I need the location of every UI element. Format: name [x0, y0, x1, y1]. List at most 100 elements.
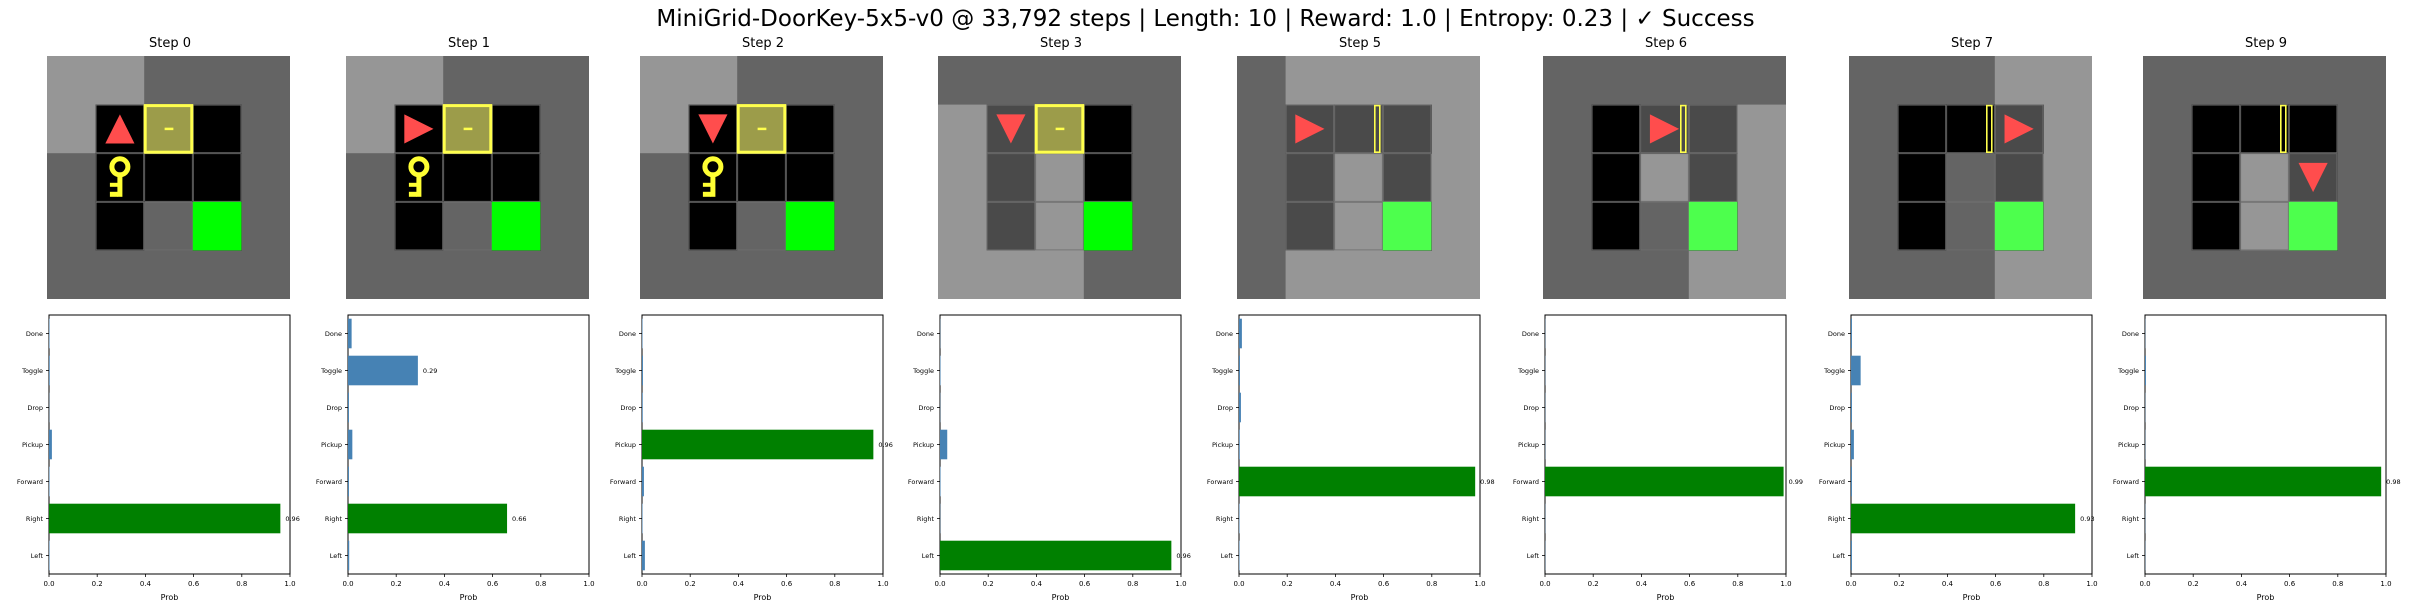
grid-cell [938, 104, 988, 154]
x-tick-label: 1.0 [1474, 580, 1485, 588]
bar-done [1851, 318, 1852, 349]
grid-cell [688, 201, 738, 251]
cell-outline [1035, 153, 1084, 202]
grid-cell [1237, 104, 1287, 154]
y-tick-label: Toggle [1823, 367, 1845, 375]
x-axis-label: Prob [1657, 593, 1675, 602]
y-tick-label: Right [26, 515, 44, 523]
bar-drop [1851, 392, 1852, 423]
grid-cell [491, 56, 541, 106]
x-tick-label: 0.2 [1282, 580, 1293, 588]
grid-cell [394, 201, 444, 251]
goal-tile [1083, 201, 1133, 251]
cell-outline [1994, 104, 2044, 154]
cell-outline [1946, 201, 1995, 251]
x-tick-label: 0.4 [1031, 580, 1043, 588]
step-panel: Step 0 Done Toggle Drop Pickup Forward Right L… [17, 0, 300, 611]
y-tick-label: Pickup [1212, 441, 1233, 449]
y-tick-label: Drop [1523, 404, 1539, 412]
grid-cell [2191, 153, 2241, 203]
grid-cell [1285, 250, 1335, 299]
grid-cell [1035, 250, 1085, 299]
grid-cell [1083, 56, 1133, 106]
grid-cell [737, 250, 787, 299]
step-panel: Step 5 Done Toggle Drop Pickup Forward Right L… [1207, 0, 1495, 611]
cell-outline [1897, 104, 1947, 154]
y-tick-label: Pickup [1824, 441, 1845, 449]
grid-cell [1237, 56, 1287, 106]
y-tick-label: Forward [316, 478, 342, 486]
y-tick-label: Right [1828, 515, 1846, 523]
cell-outline [1334, 153, 1383, 202]
action-prob-chart: Done Toggle Drop Pickup Forward Right Left 0.96… [908, 314, 1191, 602]
y-tick-label: Right [619, 515, 637, 523]
y-tick-label: Left [624, 552, 637, 560]
grid-cell [47, 56, 97, 106]
goal-tile [1994, 201, 2044, 251]
grid-cell [2288, 104, 2338, 154]
cell-outline [785, 153, 835, 202]
x-tick-label: 0.4 [140, 580, 152, 588]
y-tick-label: Done [325, 330, 342, 338]
bar-value-label: 0.98 [2386, 478, 2400, 486]
grid-cell [95, 201, 145, 251]
x-tick-label: 0.6 [1079, 580, 1091, 588]
grid-cell [2143, 104, 2193, 154]
x-tick-label: 0.6 [188, 580, 200, 588]
grid-render [640, 56, 883, 299]
grid-cell [2191, 250, 2241, 299]
y-tick-label: Drop [326, 404, 342, 412]
bar-toggle [2145, 355, 2146, 386]
bar-drop [642, 392, 643, 423]
cell-outline [144, 153, 193, 202]
x-tick-label: 0.0 [636, 580, 647, 588]
key-tooth [408, 182, 417, 187]
y-tick-label: Drop [1829, 404, 1845, 412]
grid-cell [1897, 104, 1947, 154]
y-tick-label: Toggle [320, 367, 342, 375]
step-panel: Step 3 Done Toggle Drop Pickup Forward Right L… [908, 0, 1191, 611]
grid-cell [1591, 56, 1641, 106]
y-tick-label: Drop [620, 404, 636, 412]
x-tick-label: 0.0 [43, 580, 54, 588]
open-door-icon [1374, 104, 1381, 153]
grid-cell [1688, 153, 1738, 203]
cell-outline [1946, 153, 1995, 202]
key-tooth [109, 182, 118, 187]
action-prob-chart: Done Toggle Drop Pickup Forward Right Left 0.98… [1207, 314, 1495, 602]
step-title: Step 5 [1338, 36, 1381, 51]
grid-cell [1285, 153, 1335, 203]
cell-outline [394, 153, 444, 202]
open-door-icon [1680, 104, 1687, 153]
grid-cell [1431, 153, 1480, 203]
grid-cell [640, 56, 690, 106]
bar-toggle [49, 355, 50, 386]
agent-icon [2298, 162, 2328, 193]
cell-outline [1035, 201, 1084, 251]
grid-cell [1543, 201, 1593, 251]
y-tick-label: Pickup [2118, 441, 2139, 449]
grid-cell [2240, 201, 2290, 251]
grid-cell [1640, 250, 1690, 299]
grid-cell [144, 153, 194, 203]
y-tick-label: Forward [610, 478, 636, 486]
y-tick-label: Pickup [22, 441, 43, 449]
grid-cell [241, 201, 290, 251]
bar-left [642, 540, 645, 571]
grid-cell [640, 153, 690, 203]
cell-outline [1591, 201, 1641, 251]
grid-cell [1946, 153, 1996, 203]
grid-cell [2337, 56, 2386, 106]
cell-outline [95, 104, 145, 154]
bar-value-label: 0.96 [285, 515, 299, 523]
y-tick-label: Left [1833, 552, 1846, 560]
y-tick-label: Drop [1217, 404, 1233, 412]
grid-cell [2240, 56, 2290, 106]
key-shaft [710, 174, 716, 197]
bar-forward [1239, 466, 1476, 497]
grid-cell [640, 104, 690, 154]
grid-cell [2043, 250, 2092, 299]
grid-cell [47, 153, 97, 203]
x-axis-label: Prob [1052, 593, 1070, 602]
grid-cell [1334, 56, 1384, 106]
